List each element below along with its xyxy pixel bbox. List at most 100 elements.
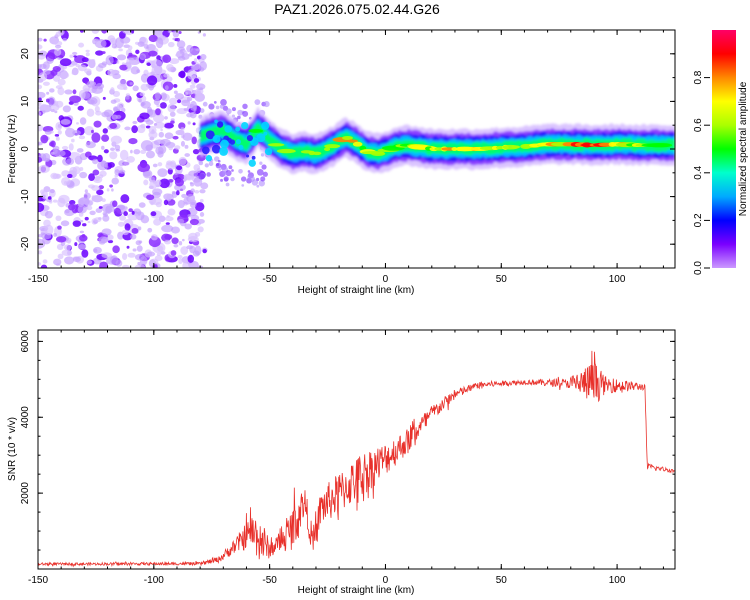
noise-blob — [78, 42, 85, 48]
noise-blob — [168, 179, 174, 183]
noise-blob — [77, 243, 87, 250]
noise-blob — [204, 163, 209, 168]
ridge-hotspot — [352, 141, 363, 147]
noise-blob — [101, 228, 112, 236]
noise-blob — [115, 114, 122, 119]
spectrogram-x-tick-label: -50 — [262, 274, 277, 285]
noise-blob — [149, 179, 158, 190]
noise-blob — [184, 144, 189, 149]
noise-blob — [62, 37, 67, 42]
noise-blob — [157, 245, 164, 252]
noise-blob — [57, 225, 62, 230]
ridge-hotspot — [205, 130, 215, 140]
noise-blob — [178, 30, 182, 34]
noise-blob — [109, 122, 118, 129]
noise-blob — [139, 92, 146, 97]
noise-blob — [81, 57, 89, 63]
snr-axes: -150 -100 -50 0 50 100 2000 4000 6000 — [20, 330, 675, 586]
noise-blob — [100, 160, 107, 168]
noise-blob — [162, 54, 172, 63]
noise-blob — [133, 148, 141, 155]
noise-blob — [56, 174, 60, 179]
snr-x-tick-label: 50 — [496, 575, 508, 586]
noise-blob — [215, 105, 220, 110]
noise-blob — [137, 261, 141, 266]
noise-blob — [180, 127, 185, 132]
noise-blob — [38, 72, 48, 82]
noise-blob — [260, 176, 266, 182]
noise-blob — [145, 150, 155, 159]
noise-blob — [165, 222, 170, 225]
noise-blob — [110, 87, 115, 94]
noise-blob — [49, 88, 55, 93]
ridge-hotspot — [205, 155, 213, 162]
noise-blob — [153, 123, 158, 126]
spectrogram-y-tick-label: -10 — [20, 189, 31, 204]
noise-blob — [164, 193, 172, 202]
noise-blob — [164, 122, 174, 129]
noise-blob — [42, 126, 54, 133]
ridge-hotspot — [224, 125, 232, 133]
noise-blob — [98, 236, 109, 244]
noise-blob — [53, 232, 57, 237]
noise-blob — [140, 102, 145, 107]
noise-blob — [91, 85, 104, 94]
noise-blob — [43, 38, 47, 42]
snr-y-tick-label: 4000 — [20, 406, 31, 429]
noise-blob — [223, 176, 229, 182]
noise-blob — [101, 134, 110, 142]
noise-blob — [107, 68, 116, 77]
noise-blob — [132, 85, 139, 92]
snr-x-tick-label: -150 — [28, 575, 48, 586]
noise-blob — [138, 226, 142, 231]
noise-blob — [193, 58, 198, 63]
noise-blob — [123, 211, 128, 217]
noise-blob — [189, 111, 197, 119]
noise-blob — [208, 161, 214, 167]
noise-blob — [38, 111, 42, 116]
noise-blob — [146, 251, 156, 257]
noise-blob — [86, 260, 93, 265]
noise-blob — [190, 201, 196, 206]
noise-blob — [50, 172, 59, 180]
noise-blob — [95, 50, 104, 56]
noise-blob — [168, 97, 178, 105]
noise-blob — [180, 140, 185, 147]
noise-blob — [143, 179, 149, 186]
noise-blob — [107, 239, 114, 244]
noise-blob — [181, 193, 187, 199]
noise-blob — [93, 38, 100, 44]
ridge-hotspot — [241, 121, 249, 130]
noise-blob — [77, 64, 87, 72]
noise-blob — [78, 89, 86, 100]
ridge-hotspot — [248, 128, 264, 133]
noise-blob — [72, 89, 77, 95]
noise-blob — [44, 130, 52, 135]
noise-blob — [159, 102, 167, 109]
noise-blob — [116, 60, 120, 64]
noise-blob — [258, 180, 266, 187]
noise-blob — [132, 248, 137, 252]
noise-blob — [164, 85, 169, 91]
noise-blob — [214, 156, 220, 162]
noise-blob — [174, 178, 184, 187]
noise-blob — [151, 59, 163, 69]
noise-blob — [150, 234, 158, 241]
noise-blob — [181, 238, 185, 242]
noise-blob — [98, 62, 107, 69]
noise-blob — [194, 190, 200, 194]
noise-blob — [44, 157, 50, 162]
snr-x-axis-label: Height of straight line (km) — [298, 585, 415, 596]
noise-blob — [82, 223, 87, 227]
noise-blob — [160, 92, 167, 100]
noise-blob — [102, 211, 108, 216]
noise-blob — [215, 163, 220, 167]
noise-blob — [120, 194, 130, 204]
noise-blob — [47, 196, 52, 200]
noise-blob — [156, 252, 161, 257]
noise-blob — [170, 120, 175, 124]
noise-blob — [174, 93, 185, 100]
ridge-hotspot — [267, 143, 285, 147]
noise-blob — [143, 170, 151, 177]
noise-blob — [53, 258, 62, 266]
